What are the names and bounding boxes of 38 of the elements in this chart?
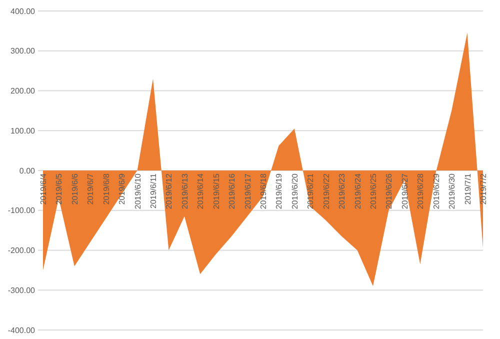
- y-tick-label: -200.00: [8, 246, 36, 256]
- x-tick-label: 2019/6/27: [400, 172, 410, 210]
- x-tick-label: 2019/6/12: [164, 172, 174, 210]
- x-tick-label: 2019/6/21: [306, 172, 316, 210]
- y-tick-label: -100.00: [8, 206, 36, 216]
- y-tick-label: 100.00: [10, 126, 36, 136]
- x-tick-label: 2019/6/29: [432, 172, 441, 210]
- x-tick-label: 2019/6/18: [259, 172, 268, 210]
- y-tick-label: -400.00: [8, 326, 36, 335]
- x-tick-label: 2019/6/7: [86, 172, 96, 205]
- y-tick-label: -300.00: [8, 286, 36, 295]
- x-tick-label: 2019/7/2: [479, 172, 488, 205]
- y-tick-label: 300.00: [10, 46, 36, 56]
- x-tick-label: 2019/6/24: [353, 172, 362, 210]
- y-tick-label: 200.00: [10, 86, 36, 96]
- x-tick-label: 2019/6/10: [133, 172, 142, 210]
- x-tick-label: 2019/6/8: [102, 172, 111, 205]
- x-tick-label: 2019/6/22: [322, 172, 331, 210]
- x-tick-label: 2019/6/13: [180, 172, 190, 210]
- x-tick-label: 2019/6/17: [243, 172, 252, 210]
- x-tick-label: 2019/6/20: [290, 172, 300, 210]
- x-tick-label: 2019/6/23: [338, 172, 347, 210]
- x-tick-label: 2019/6/25: [369, 172, 378, 210]
- x-tick-label: 2019/6/6: [70, 172, 80, 205]
- x-tick-label: 2019/6/14: [196, 172, 206, 210]
- x-tick-label: 2019/6/5: [54, 172, 64, 205]
- x-tick-label: 2019/6/4: [39, 172, 48, 205]
- x-tick-label: 2019/6/15: [212, 172, 221, 210]
- x-tick-label: 2019/6/9: [118, 172, 127, 205]
- y-tick-label: 400.00: [10, 6, 36, 16]
- x-tick-label: 2019/6/19: [274, 172, 284, 210]
- x-tick-label: 2019/6/16: [228, 172, 237, 210]
- x-tick-label: 2019/6/11: [149, 172, 158, 208]
- x-tick-label: 2019/6/30: [448, 172, 457, 210]
- x-tick-label: 2019/6/28: [416, 172, 426, 210]
- x-tick-label: 2019/7/1: [463, 172, 472, 205]
- x-tick-label: 2019/6/26: [384, 172, 394, 210]
- y-tick-label: 0.00: [19, 166, 36, 176]
